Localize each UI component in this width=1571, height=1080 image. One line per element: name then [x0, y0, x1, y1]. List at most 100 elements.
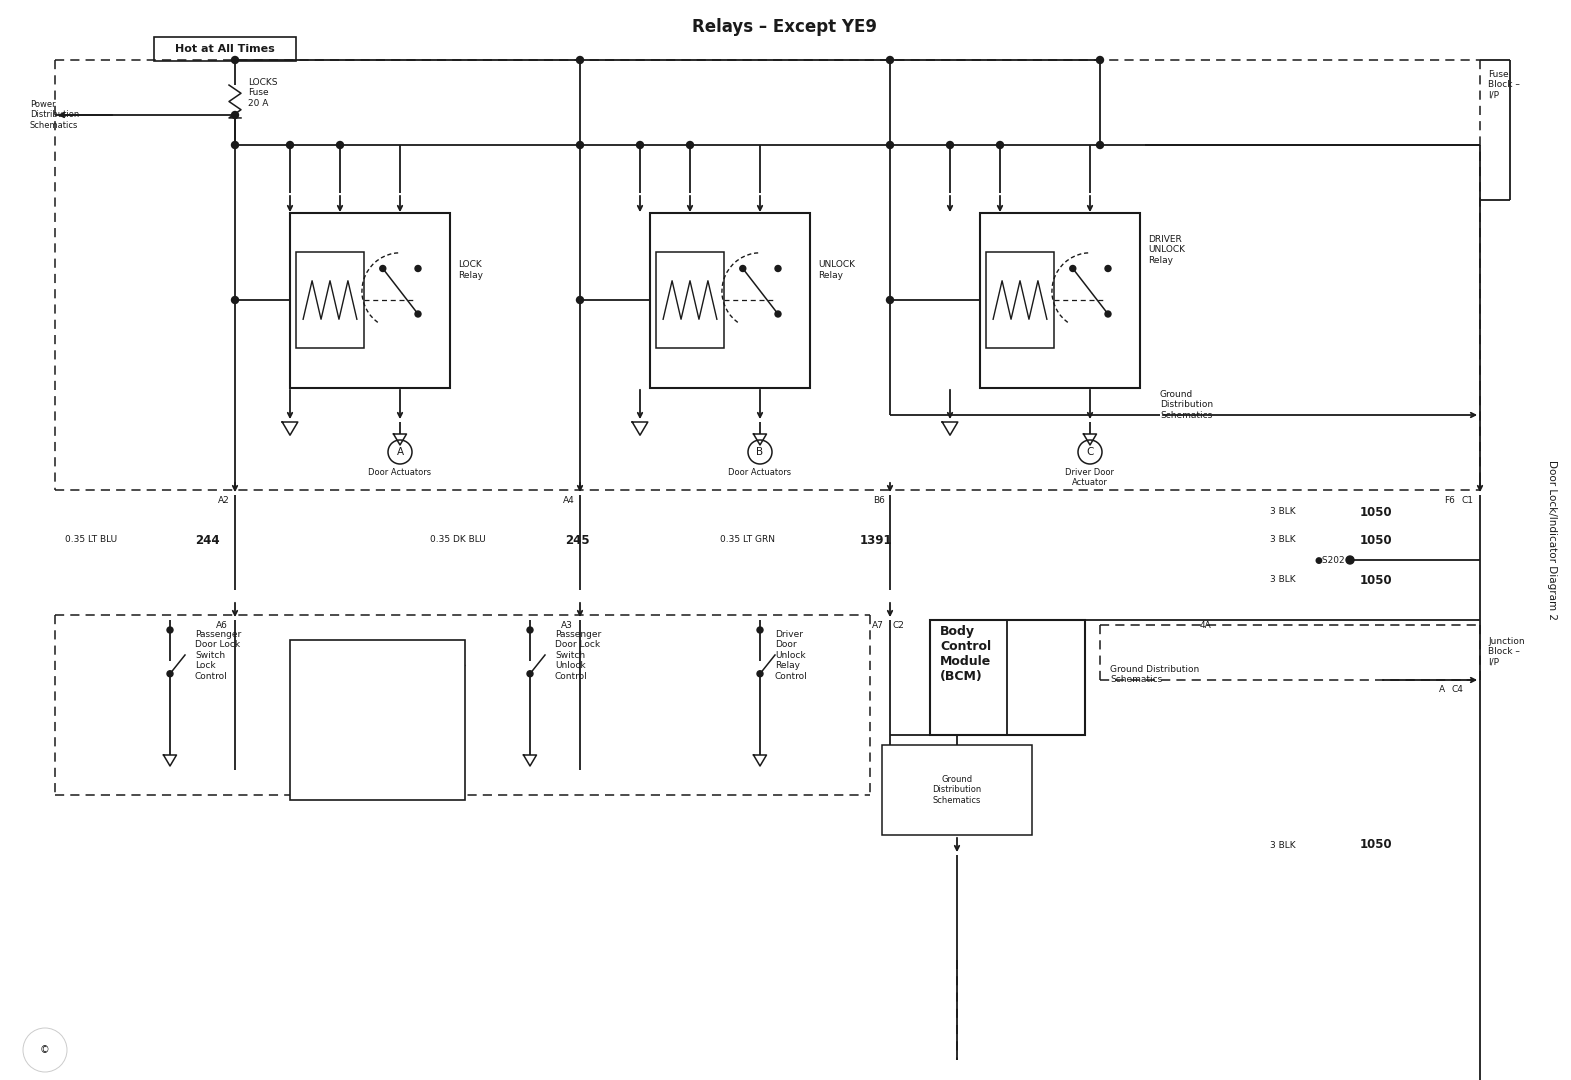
- Text: Door Actuators: Door Actuators: [369, 468, 432, 477]
- Circle shape: [1097, 141, 1103, 148]
- Text: 3 BLK: 3 BLK: [1269, 576, 1296, 584]
- Text: C: C: [1086, 447, 1093, 457]
- Circle shape: [687, 141, 693, 148]
- Text: 1050: 1050: [1360, 534, 1392, 546]
- Text: 1050: 1050: [1360, 838, 1392, 851]
- Text: 244: 244: [195, 534, 220, 546]
- Bar: [987, 252, 1054, 348]
- Text: Relays – Except YE9: Relays – Except YE9: [693, 18, 878, 36]
- Text: Ground Distribution
Schematics: Ground Distribution Schematics: [1111, 665, 1199, 685]
- Text: A3: A3: [561, 621, 573, 630]
- Text: Junction
Block –
I/P: Junction Block – I/P: [1488, 637, 1524, 666]
- Text: C2=24 GRY: C2=24 GRY: [300, 688, 349, 697]
- Text: 3 BLK: 3 BLK: [1269, 840, 1296, 850]
- Circle shape: [886, 141, 894, 148]
- Text: 1050: 1050: [1360, 505, 1392, 518]
- Text: Fuse
Block –
I/P: Fuse Block – I/P: [1488, 70, 1519, 99]
- Text: 0.35 LT BLU: 0.35 LT BLU: [64, 536, 118, 544]
- Text: Ground
Distribution
Schematics: Ground Distribution Schematics: [1159, 390, 1213, 420]
- Text: B6: B6: [873, 496, 884, 505]
- Text: F6: F6: [1444, 496, 1455, 505]
- Text: 4A: 4A: [1200, 621, 1211, 630]
- Text: Driver
Door
Unlock
Relay
Control: Driver Door Unlock Relay Control: [775, 630, 807, 680]
- Bar: [650, 213, 811, 388]
- Circle shape: [775, 266, 781, 271]
- Text: Door Actuators: Door Actuators: [729, 468, 792, 477]
- Text: C1: C1: [1463, 496, 1474, 505]
- Circle shape: [946, 141, 954, 148]
- Circle shape: [1104, 266, 1111, 271]
- Bar: [657, 252, 724, 348]
- Text: C3=24 BRN: C3=24 BRN: [300, 706, 349, 715]
- Circle shape: [886, 297, 894, 303]
- Text: 1391: 1391: [859, 534, 892, 546]
- Text: 3 BLK: 3 BLK: [1269, 508, 1296, 516]
- Text: A6: A6: [217, 621, 228, 630]
- Circle shape: [167, 671, 173, 677]
- Text: Driver Door
Actuator: Driver Door Actuator: [1065, 468, 1114, 487]
- Text: LOCK
Relay: LOCK Relay: [459, 260, 482, 280]
- Circle shape: [775, 311, 781, 318]
- Circle shape: [577, 297, 583, 303]
- Text: Door Lock/Indicator Diagram 2: Door Lock/Indicator Diagram 2: [1547, 460, 1557, 620]
- Circle shape: [1346, 556, 1354, 564]
- Text: Hot at All Times: Hot at All Times: [174, 44, 275, 54]
- Text: C4=24 LT BLU: C4=24 LT BLU: [300, 724, 358, 733]
- Circle shape: [1097, 56, 1103, 64]
- Text: CONN ID: CONN ID: [355, 645, 405, 654]
- Circle shape: [231, 56, 239, 64]
- Text: LOCKS
Fuse
20 A: LOCKS Fuse 20 A: [248, 78, 278, 108]
- Text: C5=6 BLK: C5=6 BLK: [300, 742, 342, 751]
- Circle shape: [526, 627, 533, 633]
- Circle shape: [415, 266, 421, 271]
- Bar: [930, 620, 1086, 735]
- Text: Ground
Distribution
Schematics: Ground Distribution Schematics: [932, 775, 982, 805]
- Circle shape: [415, 311, 421, 318]
- Circle shape: [757, 671, 764, 677]
- Text: A: A: [1439, 685, 1445, 694]
- Circle shape: [1070, 266, 1076, 271]
- Circle shape: [1104, 311, 1111, 318]
- Circle shape: [996, 141, 1004, 148]
- Text: Passenger
Door Lock
Switch
Unlock
Control: Passenger Door Lock Switch Unlock Contro…: [555, 630, 602, 680]
- Circle shape: [577, 141, 583, 148]
- Circle shape: [167, 627, 173, 633]
- Circle shape: [336, 141, 344, 148]
- Bar: [980, 213, 1141, 388]
- Text: 3 BLK: 3 BLK: [1269, 536, 1296, 544]
- Text: C1=6 NAT: C1=6 NAT: [300, 670, 342, 679]
- Text: Passenger
Door Lock
Switch
Lock
Control: Passenger Door Lock Switch Lock Control: [195, 630, 242, 680]
- Bar: [297, 252, 363, 348]
- Circle shape: [231, 141, 239, 148]
- Circle shape: [231, 297, 239, 303]
- Circle shape: [380, 266, 386, 271]
- Text: Power
Distribution
Schematics: Power Distribution Schematics: [30, 100, 79, 130]
- Text: UNLOCK
Relay: UNLOCK Relay: [818, 260, 855, 280]
- Circle shape: [231, 111, 239, 119]
- Text: A7: A7: [872, 621, 884, 630]
- Text: A: A: [396, 447, 404, 457]
- Text: B: B: [757, 447, 764, 457]
- Circle shape: [886, 56, 894, 64]
- Circle shape: [757, 627, 764, 633]
- Text: 245: 245: [566, 534, 589, 546]
- Circle shape: [636, 141, 644, 148]
- Text: 0.35 LT GRN: 0.35 LT GRN: [720, 536, 775, 544]
- Text: C4: C4: [1452, 685, 1464, 694]
- Text: ●S202: ●S202: [1315, 555, 1345, 565]
- Text: 1050: 1050: [1360, 573, 1392, 586]
- Circle shape: [577, 56, 583, 64]
- Text: A4: A4: [564, 496, 575, 505]
- Circle shape: [526, 671, 533, 677]
- Circle shape: [286, 141, 294, 148]
- Bar: [291, 640, 465, 800]
- Text: ©: ©: [41, 1045, 50, 1055]
- Text: 0.35 DK BLU: 0.35 DK BLU: [430, 536, 485, 544]
- Text: C2: C2: [892, 621, 905, 630]
- Bar: [291, 213, 449, 388]
- Text: A2: A2: [218, 496, 229, 505]
- Circle shape: [740, 266, 746, 271]
- Bar: [881, 745, 1032, 835]
- Text: Body
Control
Module
(BCM): Body Control Module (BCM): [939, 625, 991, 683]
- Text: C6=16 PPL: C6=16 PPL: [300, 760, 346, 769]
